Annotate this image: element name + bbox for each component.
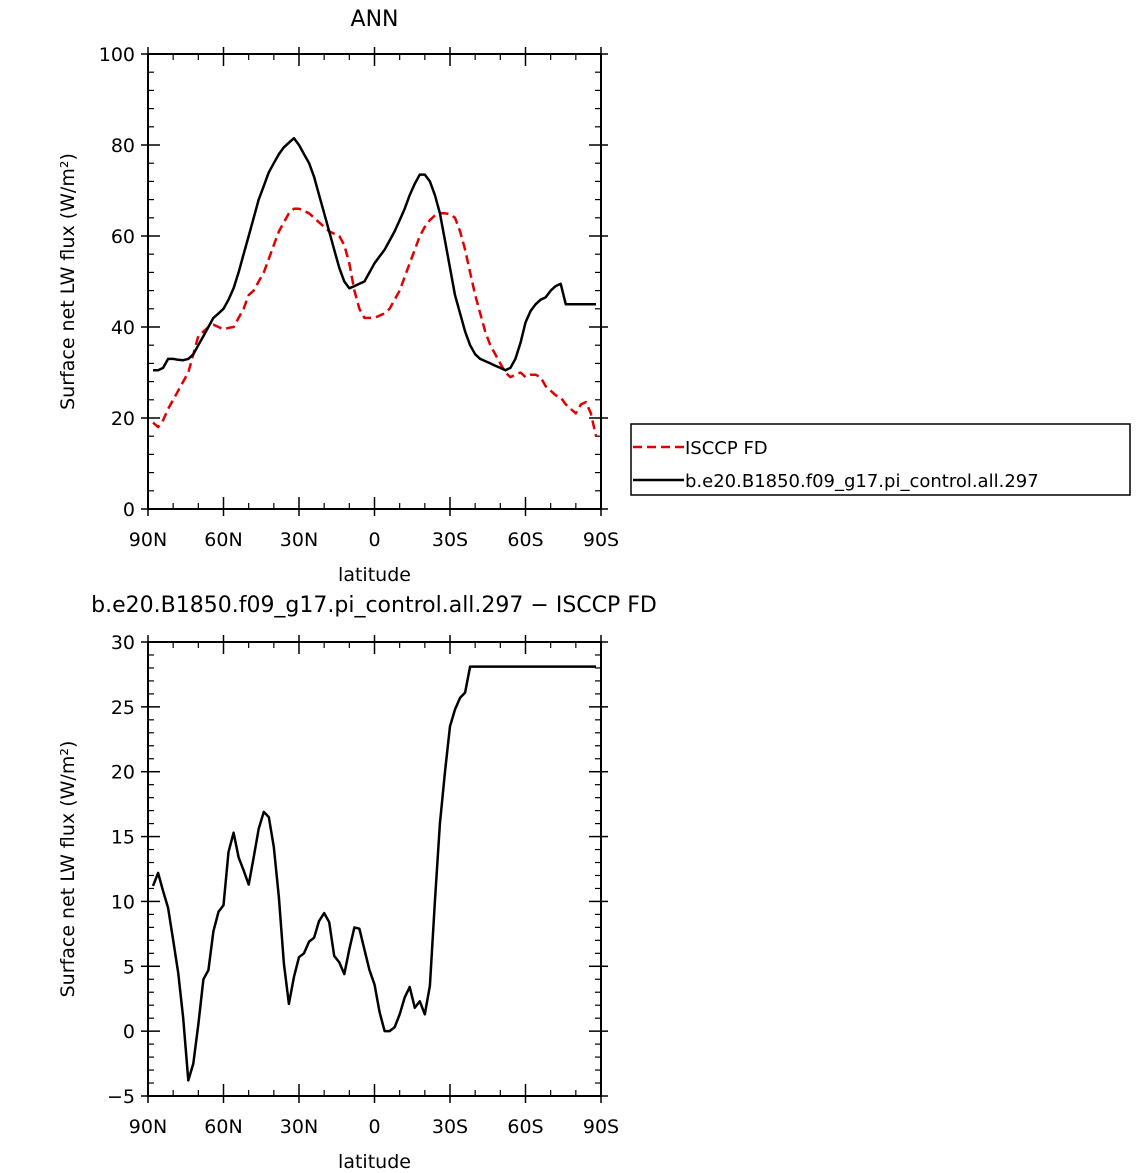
top-y-axis-title: Surface net LW flux (W/m²) [57, 153, 79, 410]
top-x-tick-label: 60N [204, 529, 242, 551]
top-series-line-0 [152, 207, 598, 437]
bottom-x-tick-label: 60N [204, 1116, 242, 1138]
top-x-axis-title: latitude [338, 564, 411, 586]
legend-label-isccp: ISCCP FD [685, 438, 768, 459]
bottom-x-tick-label: 0 [368, 1116, 380, 1138]
bottom-y-tick-label: 0 [123, 1021, 135, 1043]
bottom-series-line-0 [151, 665, 596, 1082]
bottom-y-tick-label: −5 [107, 1086, 135, 1108]
bottom-x-tick-label: 60S [507, 1116, 543, 1138]
top-plot: ANN 90N 60N 30N 0 30S 60S 90S 0 20 40 60 80 100 lati… [57, 7, 619, 586]
bottom-plot-series [151, 665, 596, 1082]
top-y-tick-label: 40 [111, 317, 135, 339]
top-plot-frame [147, 53, 602, 510]
bottom-y-tick-label: 15 [111, 827, 135, 849]
bottom-y-tick-label: 30 [111, 632, 135, 654]
bottom-plot-title: b.e20.B1850.f09_g17.pi_control.all.297 −… [91, 593, 657, 618]
bottom-y-tick-label: 25 [111, 697, 135, 719]
bottom-plot: b.e20.B1850.f09_g17.pi_control.all.297 −… [57, 593, 657, 1173]
bottom-x-axis-title: latitude [338, 1151, 411, 1173]
top-y-tick-label: 0 [123, 499, 135, 521]
top-y-tick-label: 80 [111, 135, 135, 157]
bottom-plot-ticks: 90N 60N 30N 0 30S 60S 90S −5 0 5 10 15 20 25 30 [107, 632, 619, 1138]
bottom-plot-frame [147, 641, 602, 1097]
top-x-tick-label: 30N [280, 529, 318, 551]
top-plot-ticks: 90N 60N 30N 0 30S 60S 90S 0 20 40 60 80 100 [99, 44, 619, 551]
top-plot-title: ANN [351, 7, 399, 32]
legend-label-model: b.e20.B1850.f09_g17.pi_control.all.297 [685, 471, 1039, 492]
top-y-tick-label: 60 [111, 226, 135, 248]
top-x-tick-label: 0 [368, 529, 380, 551]
bottom-y-tick-label: 5 [123, 956, 135, 978]
bottom-y-tick-label: 10 [111, 891, 135, 913]
top-x-tick-label: 30S [432, 529, 468, 551]
top-x-tick-label: 60S [507, 529, 543, 551]
top-y-tick-label: 100 [99, 44, 135, 66]
legend-box [630, 423, 1131, 496]
top-series-line-1 [153, 136, 596, 372]
bottom-x-tick-label: 30S [432, 1116, 468, 1138]
top-plot-series [152, 136, 598, 437]
bottom-x-tick-label: 90S [583, 1116, 619, 1138]
bottom-x-tick-label: 90N [129, 1116, 167, 1138]
top-y-tick-label: 20 [111, 408, 135, 430]
bottom-y-axis-title: Surface net LW flux (W/m²) [57, 741, 79, 998]
top-x-tick-label: 90N [129, 529, 167, 551]
legend: ISCCP FD b.e20.B1850.f09_g17.pi_control.… [630, 423, 1131, 496]
bottom-x-tick-label: 30N [280, 1116, 318, 1138]
top-x-tick-label: 90S [583, 529, 619, 551]
bottom-y-tick-label: 20 [111, 762, 135, 784]
